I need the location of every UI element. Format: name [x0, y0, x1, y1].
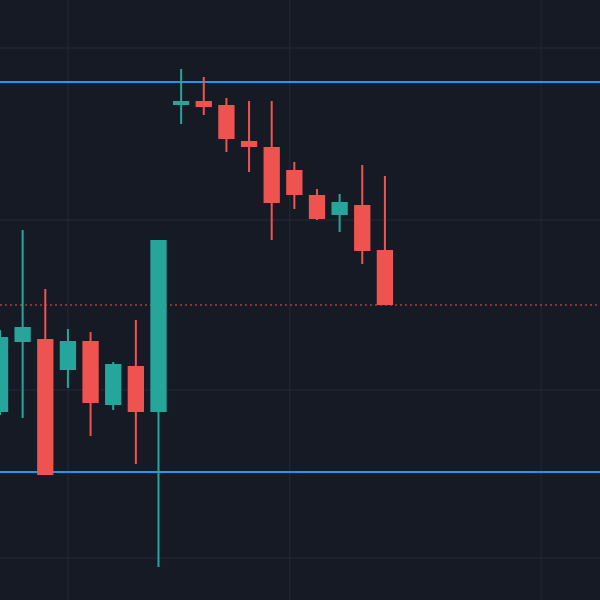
candle-body: [105, 364, 122, 405]
candle-body: [195, 101, 212, 107]
candle-body: [354, 205, 371, 251]
candle-body: [240, 141, 258, 147]
candle-body: [0, 337, 9, 412]
candle-body: [82, 341, 99, 403]
candle-body: [172, 101, 190, 105]
candle-body: [127, 366, 144, 412]
candle-body: [150, 240, 167, 412]
candle-body: [263, 147, 280, 203]
candle-body: [376, 250, 394, 305]
candle-body: [308, 195, 326, 219]
candle-body: [331, 202, 348, 215]
candle-body: [286, 170, 303, 195]
candle-body: [59, 341, 77, 370]
candle-body: [37, 339, 54, 475]
candle-body: [218, 105, 235, 139]
candle-body: [14, 327, 31, 342]
